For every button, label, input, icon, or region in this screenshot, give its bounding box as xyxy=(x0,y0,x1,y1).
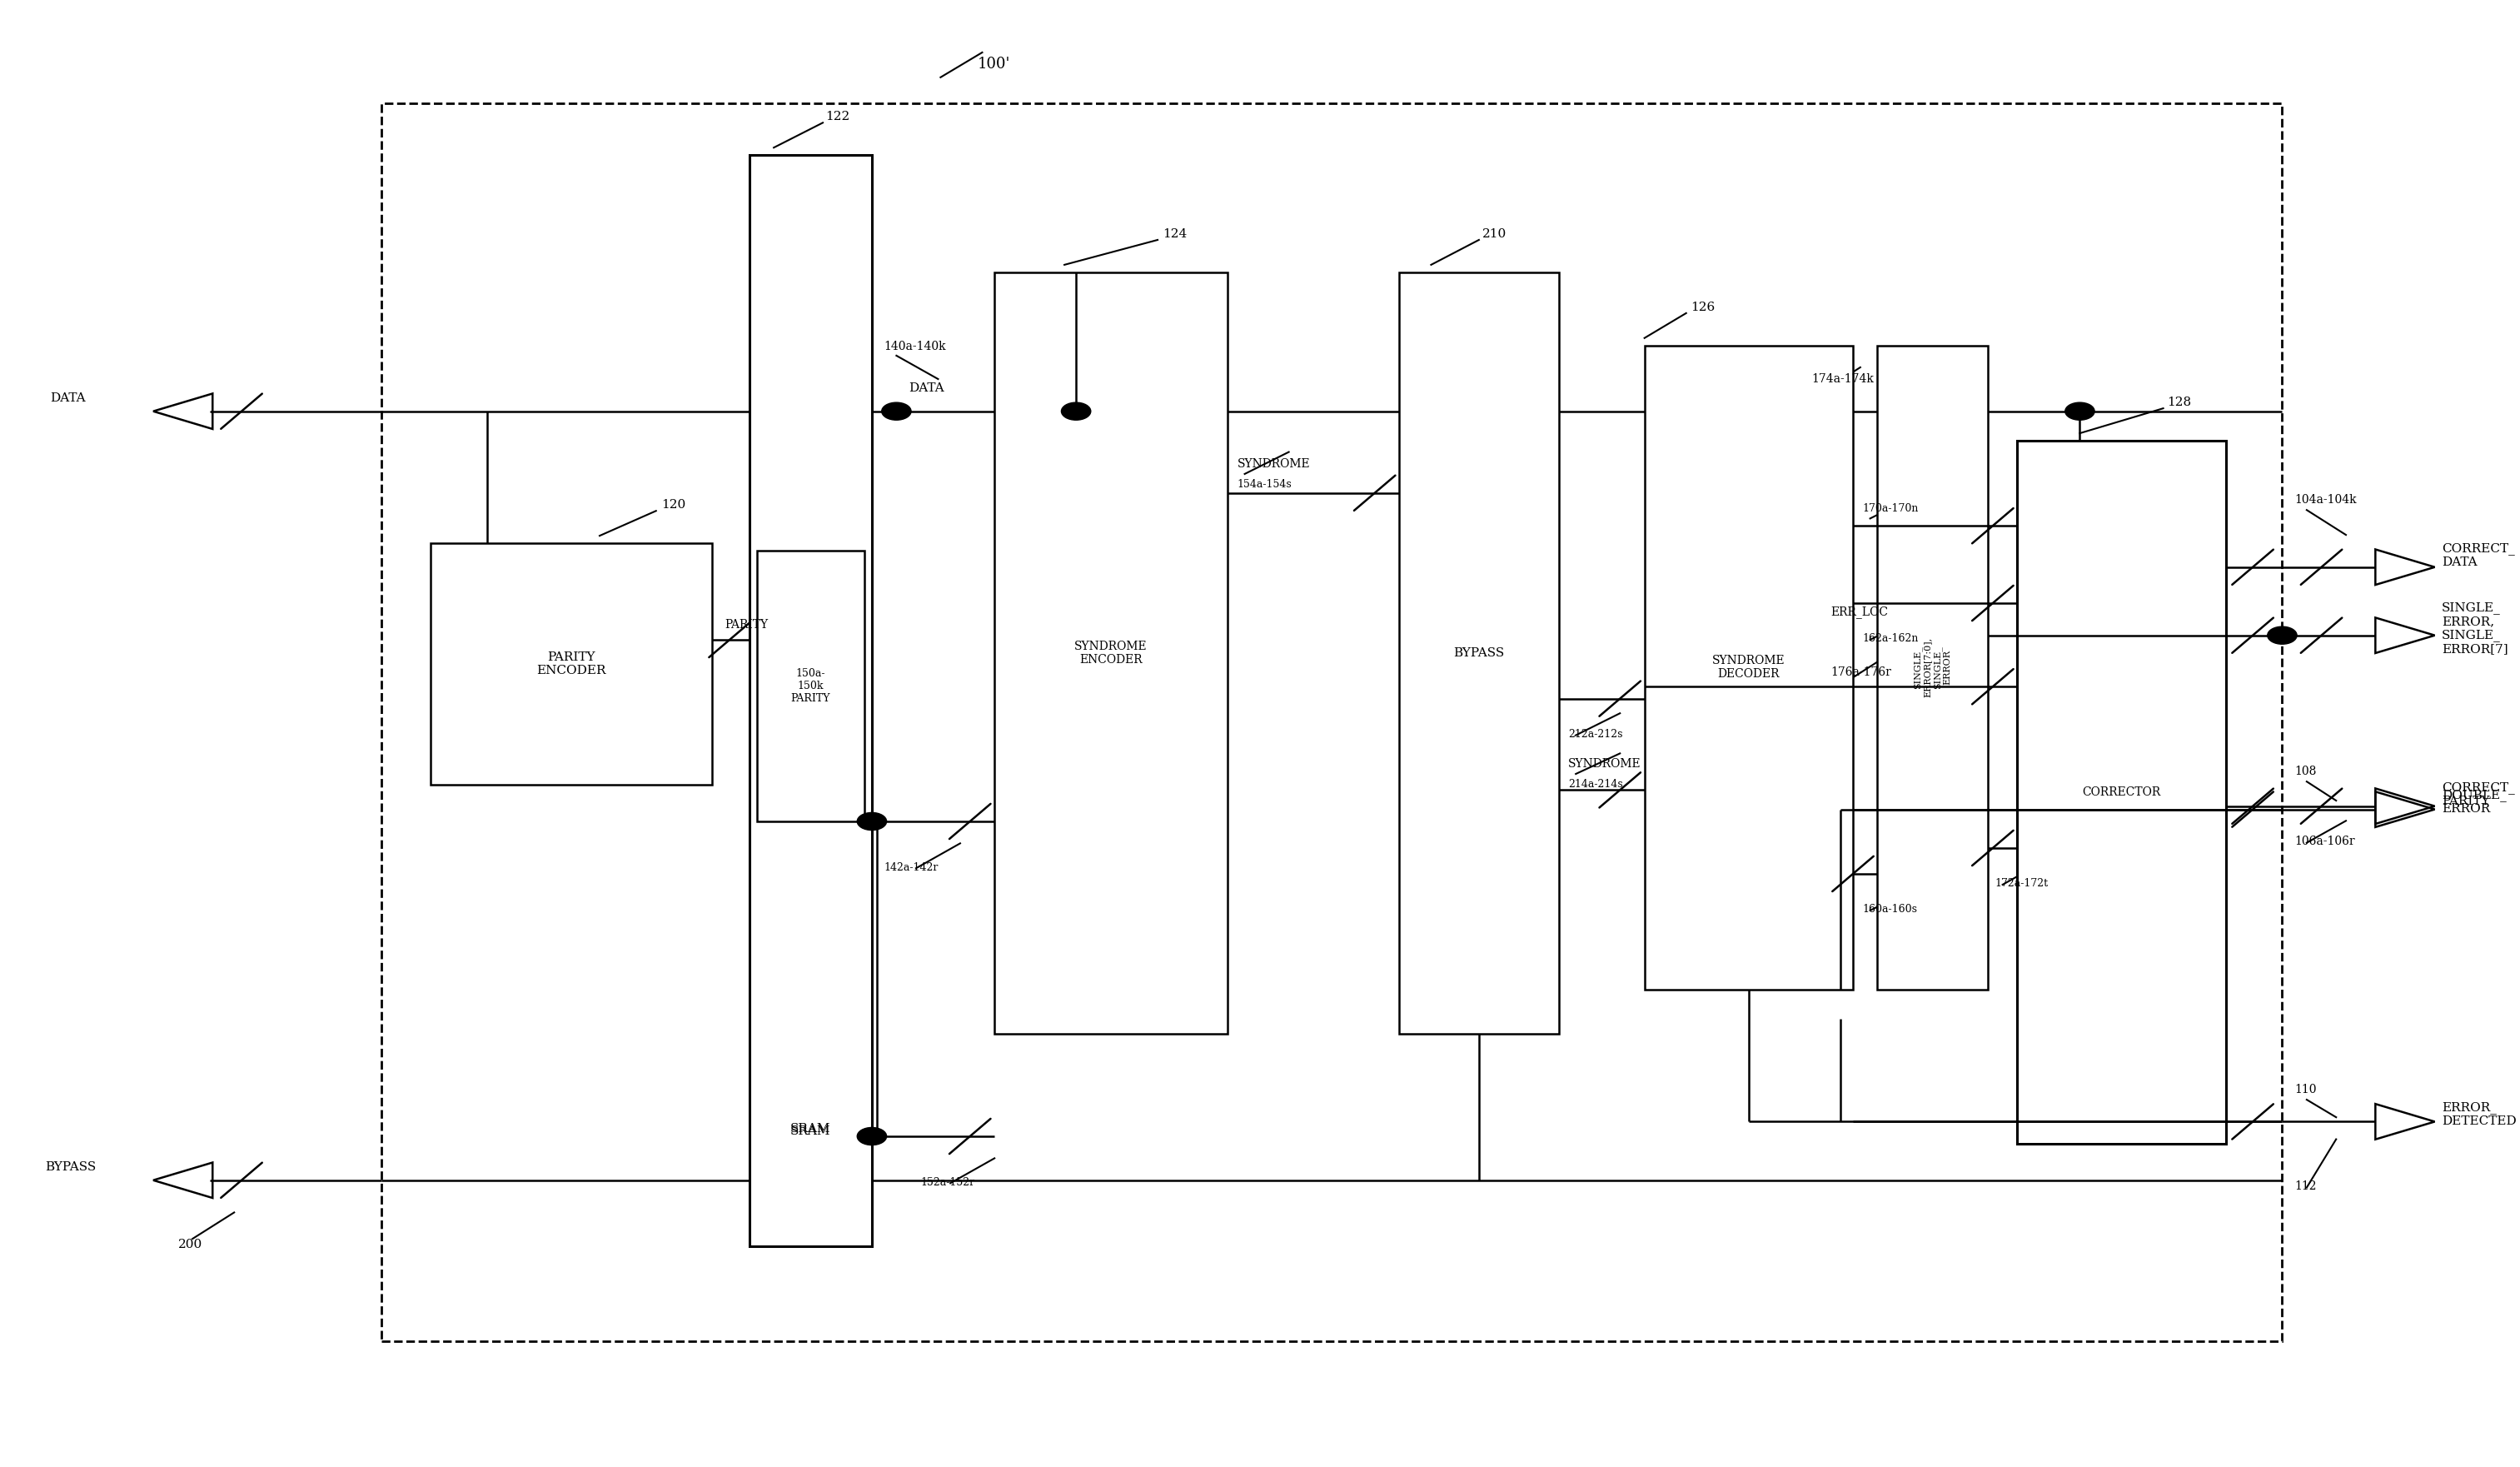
Text: 126: 126 xyxy=(1691,302,1714,312)
Text: SYNDROME
ENCODER: SYNDROME ENCODER xyxy=(1074,641,1147,666)
Text: 160a-160s: 160a-160s xyxy=(1862,904,1918,915)
Text: 214a-214s: 214a-214s xyxy=(1567,779,1623,791)
Text: SYNDROME: SYNDROME xyxy=(1567,758,1641,770)
Text: 112: 112 xyxy=(2293,1181,2316,1193)
Circle shape xyxy=(882,402,912,420)
Text: 140a-140k: 140a-140k xyxy=(885,340,948,352)
Bar xyxy=(995,271,1227,1034)
Circle shape xyxy=(857,813,887,830)
Text: SYNDROME
DECODER: SYNDROME DECODER xyxy=(1711,654,1784,681)
Bar xyxy=(756,550,864,822)
Text: 172a-172t: 172a-172t xyxy=(1996,879,2049,889)
Text: 154a-154s: 154a-154s xyxy=(1237,480,1293,490)
Text: CORRECTOR: CORRECTOR xyxy=(2082,786,2160,798)
Text: 212a-212s: 212a-212s xyxy=(1567,729,1623,739)
Text: 122: 122 xyxy=(824,111,849,123)
Circle shape xyxy=(1061,402,1091,420)
Text: 106a-106r: 106a-106r xyxy=(2293,836,2354,846)
Text: 162a-162n: 162a-162n xyxy=(1862,634,1918,644)
Bar xyxy=(748,156,872,1245)
Circle shape xyxy=(2064,402,2094,420)
Text: 124: 124 xyxy=(1162,229,1187,241)
Bar xyxy=(1646,345,1852,990)
Bar xyxy=(381,104,2283,1341)
Text: ERR_LOC: ERR_LOC xyxy=(1832,606,1887,618)
Text: SRAM: SRAM xyxy=(791,1124,832,1135)
Text: DATA: DATA xyxy=(910,381,945,393)
Circle shape xyxy=(857,1128,887,1146)
Text: BYPASS: BYPASS xyxy=(45,1162,96,1174)
Text: 142a-142r: 142a-142r xyxy=(885,861,937,873)
Text: PARITY
ENCODER: PARITY ENCODER xyxy=(537,651,607,676)
Text: DATA: DATA xyxy=(50,392,86,403)
Text: 108: 108 xyxy=(2293,766,2316,778)
Text: 174a-174k: 174a-174k xyxy=(1812,373,1872,384)
Text: 120: 120 xyxy=(663,499,685,511)
Text: 152a-152r: 152a-152r xyxy=(920,1177,975,1188)
Text: 110: 110 xyxy=(2293,1084,2316,1096)
Text: PARITY: PARITY xyxy=(726,619,769,631)
Text: 104a-104k: 104a-104k xyxy=(2293,494,2356,506)
Text: 150a-
150k
PARITY: 150a- 150k PARITY xyxy=(791,667,829,704)
Bar xyxy=(431,543,713,785)
Text: 200: 200 xyxy=(179,1238,202,1250)
Text: 170a-170n: 170a-170n xyxy=(1862,503,1918,513)
Text: BYPASS: BYPASS xyxy=(1454,647,1504,659)
Text: 100': 100' xyxy=(978,56,1011,72)
Text: 176a-176r: 176a-176r xyxy=(1832,666,1893,678)
Text: SRAM: SRAM xyxy=(791,1125,832,1137)
Text: 210: 210 xyxy=(1482,229,1507,241)
Text: CORRECT_
PARITY: CORRECT_ PARITY xyxy=(2442,782,2515,807)
Circle shape xyxy=(2268,626,2296,644)
Text: ERROR_
DETECTED: ERROR_ DETECTED xyxy=(2442,1102,2517,1127)
Text: SYNDROME: SYNDROME xyxy=(1237,458,1310,469)
Text: CORRECT_
DATA: CORRECT_ DATA xyxy=(2442,543,2515,568)
Text: 128: 128 xyxy=(2167,396,2192,408)
Text: DOUBLE_
ERROR: DOUBLE_ ERROR xyxy=(2442,789,2507,816)
Bar xyxy=(1399,271,1560,1034)
Text: SINGLE_
ERROR,
SINGLE_
ERROR[7]: SINGLE_ ERROR, SINGLE_ ERROR[7] xyxy=(2442,601,2507,654)
Bar xyxy=(2019,440,2225,1144)
Bar xyxy=(1877,345,1988,990)
Text: SINGLE_
ERROR[7:0],
SINGLE_
ERROR: SINGLE_ ERROR[7:0], SINGLE_ ERROR xyxy=(1913,638,1953,698)
